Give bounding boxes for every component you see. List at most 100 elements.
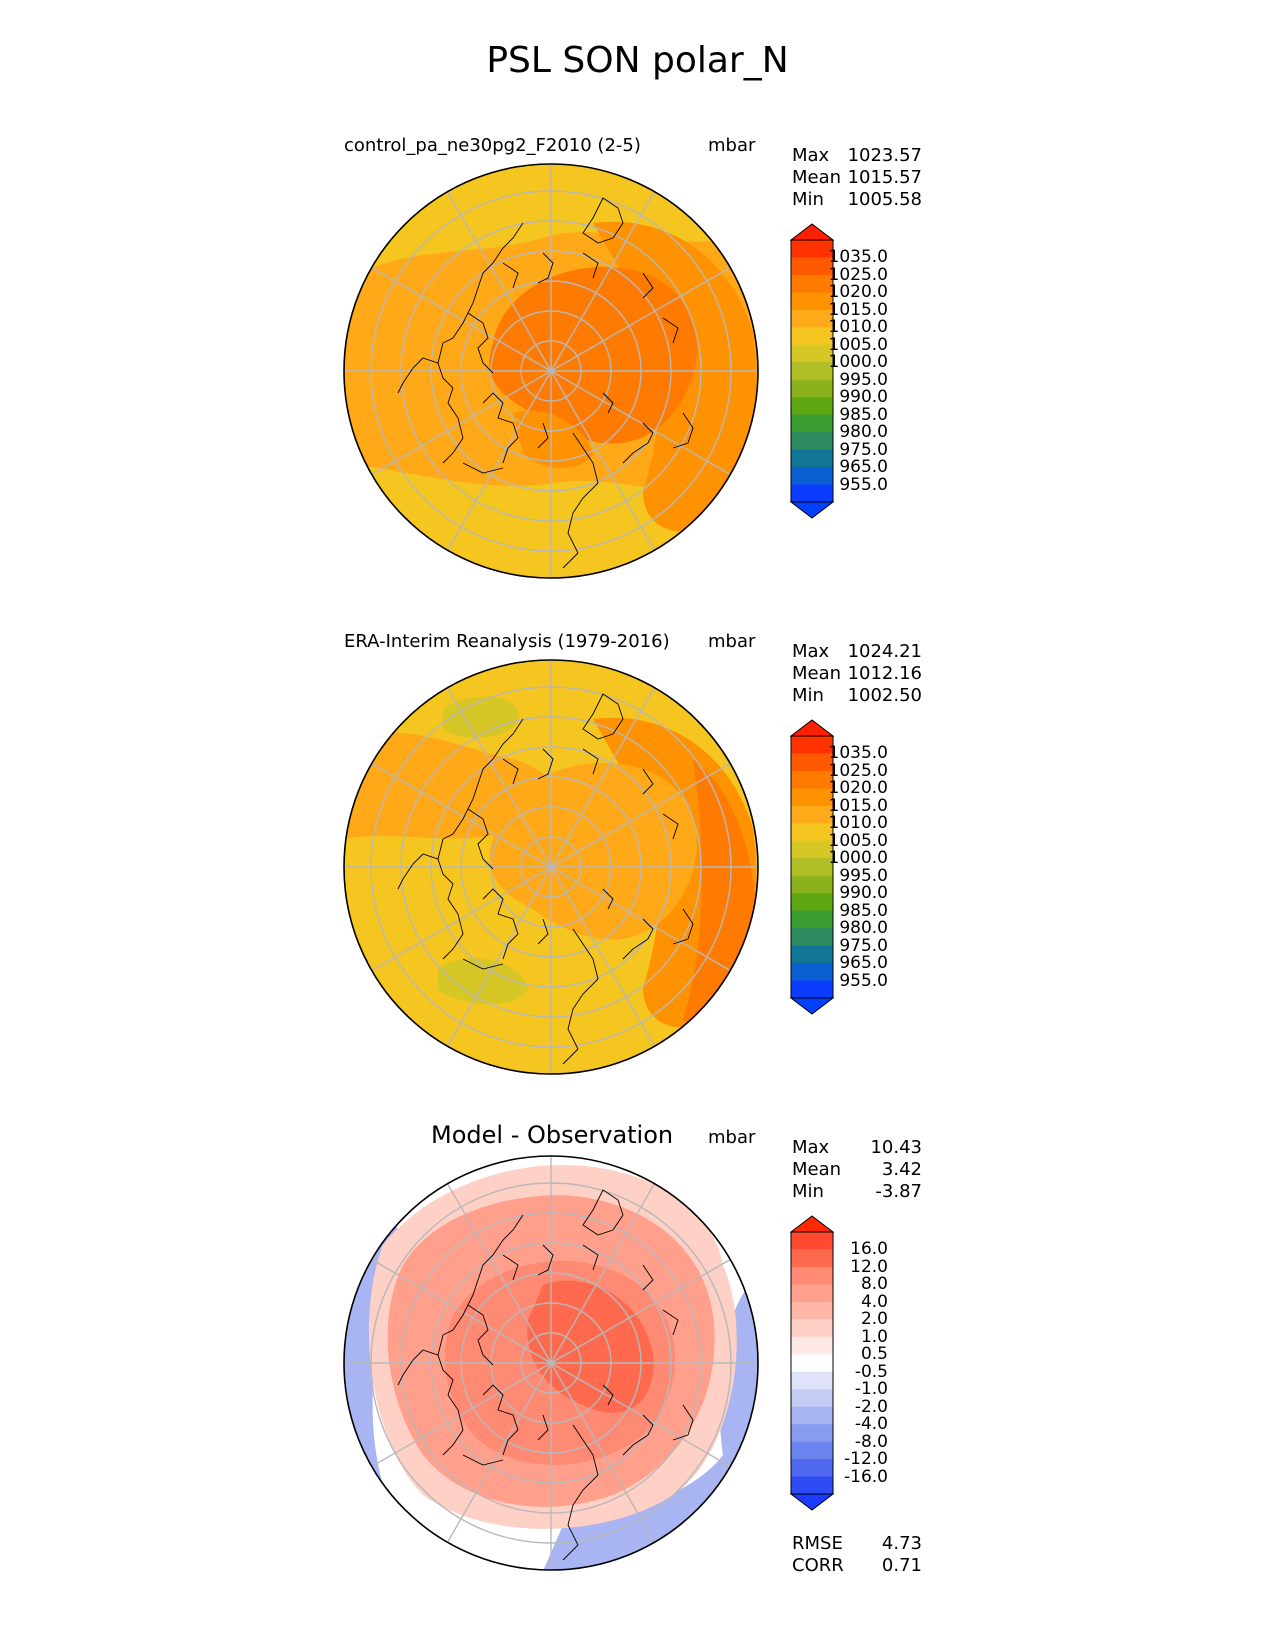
map-border [343, 163, 759, 579]
colorbar-tick-label: 990.0 [839, 883, 888, 904]
contour-region-outer-blue-right [543, 1275, 758, 1570]
colorbar-tick-label: 975.0 [839, 935, 888, 956]
colorbar-diff [789, 1215, 835, 1511]
colorbar-tick-label: 1010.0 [828, 813, 888, 834]
colorbar-swatch [791, 1232, 833, 1250]
colorbar-swatch [791, 1301, 833, 1320]
colorbar-tick-label: 1.0 [860, 1326, 888, 1347]
colorbar-swatch [791, 1266, 833, 1285]
colorbar-tick-label: 16.0 [850, 1239, 888, 1260]
panel-units-diff: mbar [708, 1127, 756, 1148]
colorbar-tick-label: 1025.0 [828, 760, 888, 781]
colorbar-swatch [791, 414, 833, 433]
panel-units-ref: mbar [708, 631, 756, 652]
colorbar-frame [790, 1231, 834, 1495]
colorbar-tick-label: -8.0 [854, 1431, 888, 1452]
colorbar-tick-label: 1035.0 [828, 247, 888, 268]
colorbar-tick-label: 1005.0 [828, 334, 888, 355]
graticule [344, 164, 758, 578]
colorbar-tick-label: 985.0 [839, 900, 888, 921]
colorbar-swatch [791, 910, 833, 929]
colorbar-test [789, 223, 835, 519]
map-border [343, 659, 759, 1075]
colorbar-tick-label: 1000.0 [828, 352, 888, 373]
colorbar-swatch [791, 805, 833, 824]
colorbar-tick-label: 980.0 [839, 918, 888, 939]
contour-region-lower-center [513, 410, 593, 468]
colorbar-frame [790, 239, 834, 503]
colorbar-swatch [791, 292, 833, 311]
colorbar-swatch [791, 397, 833, 416]
coastlines [397, 197, 694, 569]
colorbar-ref [789, 719, 835, 1015]
colorbar-swatch [791, 1406, 833, 1425]
colorbar-tick-label: -4.0 [854, 1414, 888, 1435]
colorbar-swatch [791, 1319, 833, 1338]
colorbar-swatch [791, 945, 833, 964]
colorbar-swatch [791, 1249, 833, 1268]
colorbar-swatch [791, 344, 833, 363]
colorbar-tick-label: 12.0 [850, 1256, 888, 1277]
page-title: PSL SON polar_N [486, 40, 789, 81]
colorbar-swatch [791, 484, 833, 503]
colorbar-swatch [791, 840, 833, 859]
polar-map-test [343, 163, 759, 579]
colorbar-swatch [791, 788, 833, 807]
colorbar-tick-label: 1020.0 [828, 282, 888, 303]
colorbar-tick-label: 8.0 [860, 1274, 888, 1295]
colorbar-extend-bottom [789, 997, 835, 1015]
map-border [343, 1155, 759, 1571]
colorbar-tick-label: 1005.0 [828, 830, 888, 851]
colorbar-tick-label: 955.0 [839, 474, 888, 495]
contour-region-green-patch-top [443, 696, 519, 738]
colorbar-swatch [791, 823, 833, 842]
panel-units-test: mbar [708, 135, 756, 156]
polar-map-diff [343, 1155, 759, 1571]
colorbar-tick-label: -16.0 [844, 1466, 888, 1487]
colorbar-frame [790, 735, 834, 999]
panel-title-diff: Model - Observation [431, 1121, 674, 1149]
colorbar-tick-label: -0.5 [854, 1361, 888, 1382]
colorbar-tick-label: 995.0 [839, 369, 888, 390]
colorbar-tick-label: 1010.0 [828, 317, 888, 338]
colorbar-swatch [791, 274, 833, 293]
colorbar-tick-label: 955.0 [839, 970, 888, 991]
colorbar-tick-label: 980.0 [839, 422, 888, 443]
colorbar-tick-label: 1015.0 [828, 299, 888, 320]
colorbar-swatch [791, 893, 833, 912]
colorbar-swatch [791, 963, 833, 982]
colorbar-swatch [791, 467, 833, 486]
graticule [344, 660, 758, 1074]
contour-region-green-patch-bottom [438, 958, 528, 1004]
colorbar-tick-label: 995.0 [839, 865, 888, 886]
colorbar-tick-label: 1025.0 [828, 264, 888, 285]
panel-title-test: control_pa_ne30pg2_F2010 (2-5) [344, 135, 641, 156]
colorbar-swatch [791, 1284, 833, 1303]
colorbar-swatch [791, 327, 833, 346]
colorbar-tick-label: 1000.0 [828, 848, 888, 869]
colorbar-swatch [791, 1459, 833, 1478]
colorbar-tick-label: 975.0 [839, 439, 888, 460]
colorbar-swatch [791, 257, 833, 276]
colorbar-extend-top [789, 1215, 835, 1233]
polar-map-ref [343, 659, 759, 1075]
colorbar-tick-label: 965.0 [839, 953, 888, 974]
colorbar-swatch [791, 1336, 833, 1355]
colorbar-swatch [791, 432, 833, 451]
colorbar-swatch [791, 980, 833, 999]
colorbar-swatch [791, 379, 833, 398]
panel-title-ref: ERA-Interim Reanalysis (1979-2016) [344, 631, 670, 652]
colorbar-tick-label: 990.0 [839, 387, 888, 408]
colorbar-swatch [791, 1476, 833, 1495]
colorbar-tick-label: 0.5 [860, 1344, 888, 1365]
colorbar-swatch [791, 1389, 833, 1408]
colorbar-tick-label: -1.0 [854, 1379, 888, 1400]
colorbar-extend-bottom [789, 501, 835, 519]
graticule [344, 1156, 758, 1570]
colorbar-swatch [791, 1424, 833, 1443]
colorbar-swatch [791, 309, 833, 328]
colorbar-tick-label: 4.0 [860, 1291, 888, 1312]
colorbar-swatch [791, 1371, 833, 1390]
colorbar-tick-label: -12.0 [844, 1449, 888, 1470]
colorbar-extend-top [789, 719, 835, 737]
